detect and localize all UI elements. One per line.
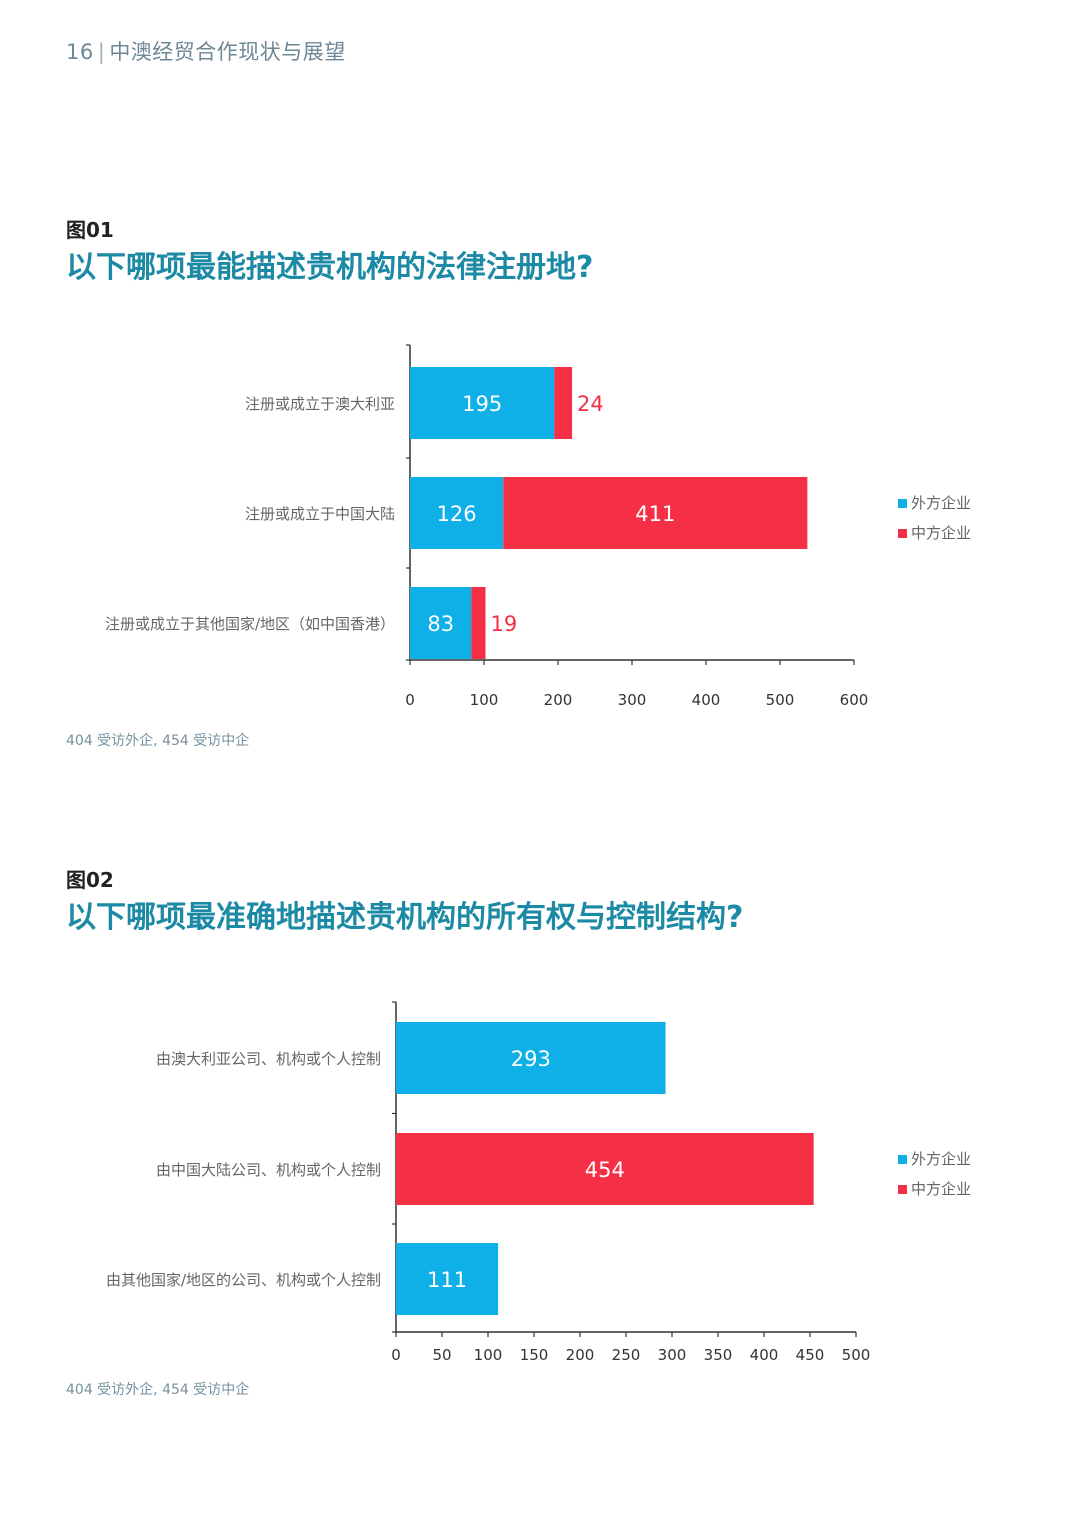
x-tick-label: 400 bbox=[750, 1346, 779, 1364]
category-label: 由澳大利亚公司、机构或个人控制 bbox=[156, 1050, 381, 1068]
legend-label: 外方企业 bbox=[911, 494, 971, 512]
x-tick-label: 200 bbox=[566, 1346, 595, 1364]
x-tick-label: 100 bbox=[474, 1346, 503, 1364]
category-label: 由中国大陆公司、机构或个人控制 bbox=[156, 1161, 381, 1179]
running-header: 16 | 中澳经贸合作现状与展望 bbox=[66, 36, 346, 66]
data-label: 454 bbox=[585, 1158, 625, 1182]
legend-label: 中方企业 bbox=[911, 524, 971, 542]
bar-foreign bbox=[410, 587, 472, 659]
x-tick-label: 0 bbox=[405, 691, 415, 709]
figure-1-label: 图01 bbox=[66, 218, 114, 242]
data-label: 126 bbox=[437, 502, 477, 526]
bar-chinese bbox=[554, 367, 573, 439]
x-tick-label: 250 bbox=[612, 1346, 641, 1364]
bar-foreign bbox=[396, 1022, 666, 1094]
legend-swatch bbox=[898, 499, 907, 508]
figure-1-chart: 0 100 200 300 400 500 600 注册或成立于澳大利亚 195 24 注册或成立于… bbox=[105, 344, 971, 709]
figure-2-label: 图02 bbox=[66, 868, 114, 892]
legend-label: 中方企业 bbox=[911, 1180, 971, 1198]
x-tick-label: 50 bbox=[432, 1346, 451, 1364]
x-tick-label: 500 bbox=[766, 691, 795, 709]
x-tick-label: 400 bbox=[692, 691, 721, 709]
data-label: 293 bbox=[511, 1047, 551, 1071]
legend-swatch bbox=[898, 1155, 907, 1164]
figure-2-title: 以下哪项最准确地描述贵机构的所有权与控制结构? bbox=[66, 900, 744, 935]
x-tick-label: 150 bbox=[520, 1346, 549, 1364]
x-tick-label: 600 bbox=[840, 691, 869, 709]
data-label: 195 bbox=[462, 392, 502, 416]
category-label: 注册或成立于其他国家/地区（如中国香港） bbox=[105, 615, 395, 633]
figure-2-chart: 0 50 100 150 200 250 300 350 400 450 500 由澳大利亚公司、机构… bbox=[106, 1001, 971, 1364]
bar-chinese bbox=[471, 587, 486, 659]
bar-chinese bbox=[396, 1133, 814, 1205]
data-label: 83 bbox=[427, 612, 454, 636]
data-label: 19 bbox=[490, 612, 517, 636]
bar-foreign bbox=[410, 477, 504, 549]
data-label: 111 bbox=[427, 1268, 467, 1292]
data-label: 411 bbox=[635, 502, 675, 526]
figure-1-title: 以下哪项最能描述贵机构的法律注册地? bbox=[66, 250, 594, 285]
category-label: 注册或成立于澳大利亚 bbox=[245, 395, 395, 413]
x-tick-label: 500 bbox=[842, 1346, 871, 1364]
data-label: 24 bbox=[577, 392, 604, 416]
header-separator: | bbox=[97, 40, 106, 64]
figure-1-source-note: 404 受访外企, 454 受访中企 bbox=[66, 733, 250, 749]
category-label: 由其他国家/地区的公司、机构或个人控制 bbox=[106, 1271, 381, 1289]
figure-2-source-note: 404 受访外企, 454 受访中企 bbox=[66, 1382, 250, 1398]
x-tick-label: 300 bbox=[618, 691, 647, 709]
legend-swatch bbox=[898, 529, 907, 538]
legend-label: 外方企业 bbox=[911, 1150, 971, 1168]
legend-swatch bbox=[898, 1185, 907, 1194]
page-number: 16 bbox=[66, 40, 94, 64]
x-tick-label: 300 bbox=[658, 1346, 687, 1364]
x-tick-label: 0 bbox=[391, 1346, 401, 1364]
x-tick-label: 450 bbox=[796, 1346, 825, 1364]
document-title: 中澳经贸合作现状与展望 bbox=[109, 40, 346, 64]
bar-foreign bbox=[396, 1243, 499, 1315]
x-tick-label: 100 bbox=[470, 691, 499, 709]
x-tick-label: 200 bbox=[544, 691, 573, 709]
bar-foreign bbox=[410, 367, 555, 439]
x-tick-label: 350 bbox=[704, 1346, 733, 1364]
bar-chinese bbox=[503, 477, 808, 549]
category-label: 注册或成立于中国大陆 bbox=[245, 505, 395, 523]
